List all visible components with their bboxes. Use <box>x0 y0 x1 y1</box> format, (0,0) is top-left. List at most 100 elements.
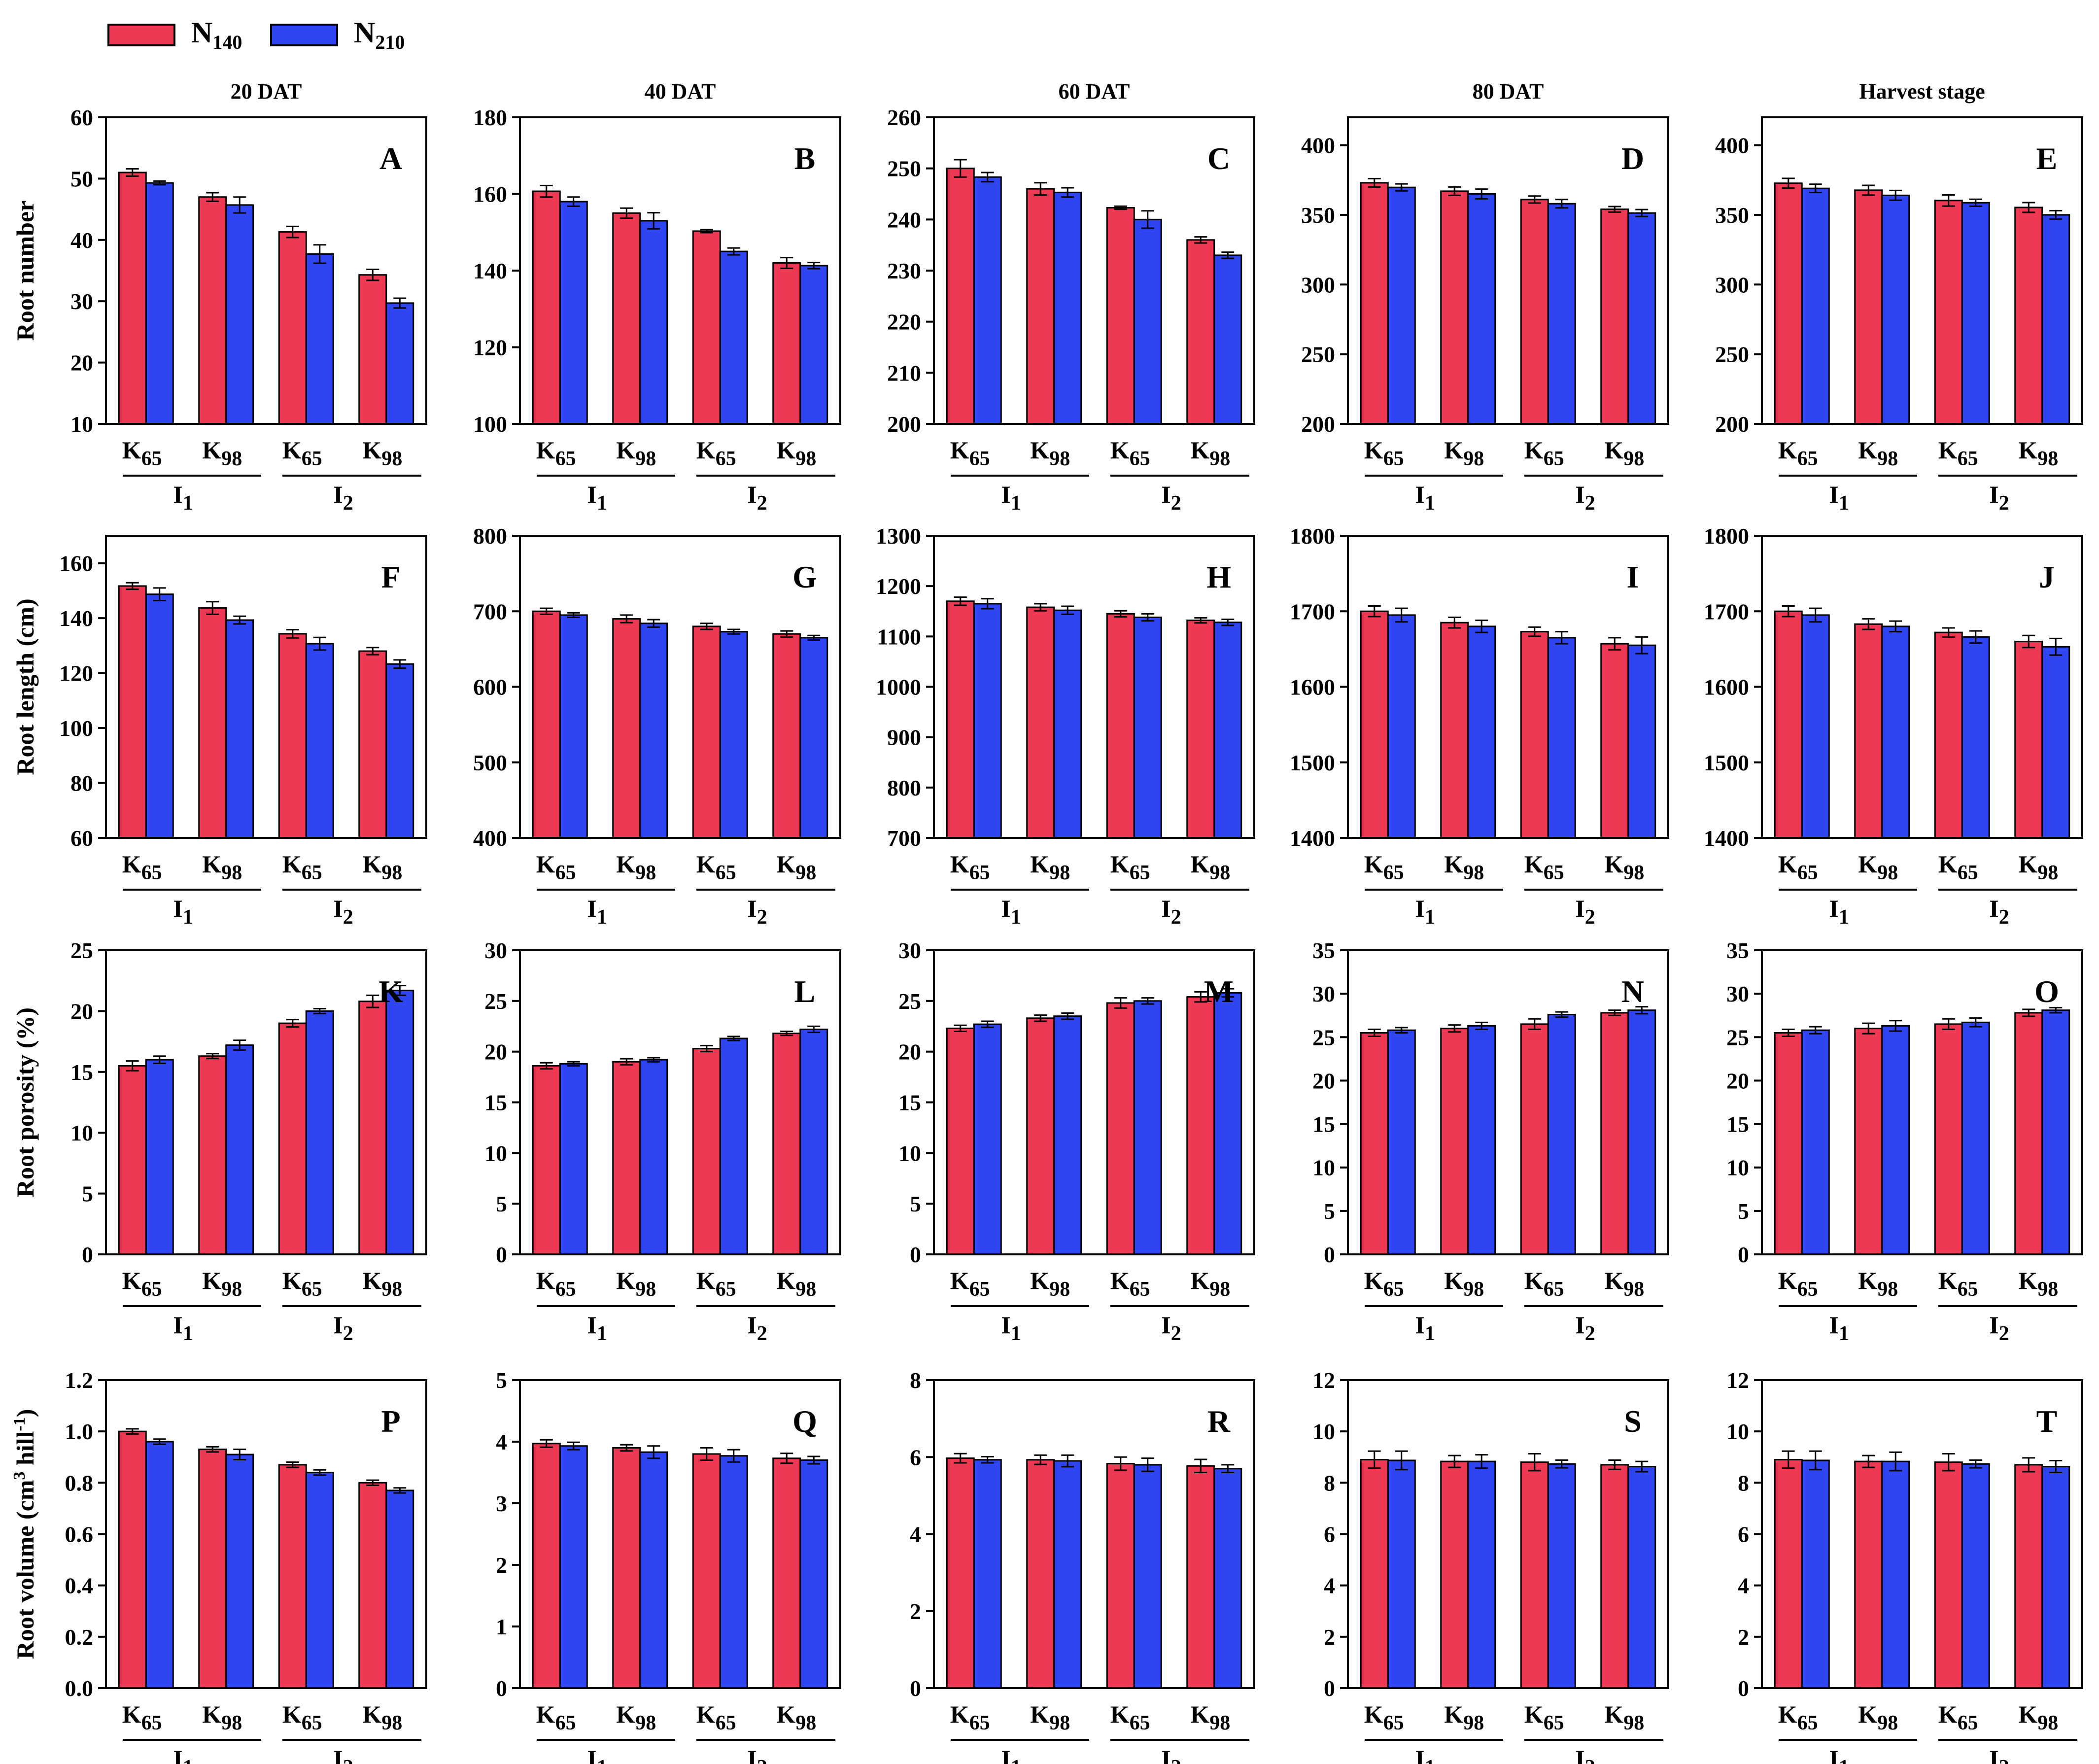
group-label: I2 <box>1161 895 1181 929</box>
bar-N210 <box>305 1010 334 1255</box>
group-label: I2 <box>1575 481 1595 515</box>
bar-N140 <box>1440 622 1469 839</box>
y-tick-label-part: 15 <box>484 1090 507 1115</box>
y-tick-label-part: 160 <box>59 551 93 576</box>
bar-N140 <box>692 1453 721 1689</box>
group-label: I1 <box>1415 481 1435 515</box>
bar-N210 <box>225 204 254 425</box>
bar-N210 <box>1801 1459 1830 1689</box>
group-label-part: I <box>173 1311 182 1339</box>
category-label-part: K <box>616 1267 635 1294</box>
group-label-part: 1 <box>183 1756 193 1764</box>
category-label-part: K <box>696 1700 716 1728</box>
y-tick-label-part: 15 <box>70 1060 93 1085</box>
panel-letter-part: J <box>2039 559 2055 594</box>
bar-N210 <box>719 631 748 839</box>
bar-N210 <box>145 1059 174 1255</box>
category-label-part: 65 <box>969 1278 990 1301</box>
bar-N140 <box>2014 641 2043 839</box>
category-label: K65 <box>950 1700 990 1734</box>
y-tick-label: 5 <box>910 1191 921 1216</box>
bar-N140 <box>1774 1032 1803 1255</box>
category-label-part: K <box>1604 850 1623 878</box>
group-label-part: I <box>1989 1311 1998 1339</box>
group-label-part: 2 <box>343 1322 353 1345</box>
category-label-part: 98 <box>381 1712 402 1734</box>
y-tick-label: 10 <box>1312 1419 1335 1444</box>
y-tick-label: 0 <box>1738 1242 1749 1267</box>
y-tick-label-part: 100 <box>59 716 93 741</box>
category-label-part: 98 <box>381 862 402 884</box>
category-label-part: K <box>536 1267 555 1294</box>
bar-N140 <box>1186 996 1215 1255</box>
y-tick-label-part: 800 <box>473 523 507 549</box>
bar-N210 <box>1053 191 1082 425</box>
category-label-part: K <box>776 1700 795 1728</box>
bar-N140 <box>1026 1459 1055 1689</box>
bar-N210 <box>2041 214 2070 425</box>
group-label-part: 2 <box>1999 906 2009 929</box>
bar-N210 <box>1881 1460 1910 1689</box>
bar-N140 <box>1774 1458 1803 1689</box>
bar-N210 <box>1387 186 1416 425</box>
y-tick-label-part: 10 <box>1726 1155 1749 1180</box>
category-label-part: K <box>776 1267 795 1294</box>
category-label-part: 98 <box>795 448 816 470</box>
y-tick-label-part: 1.2 <box>65 1368 94 1393</box>
bar-N210 <box>559 1063 588 1255</box>
bar-N210 <box>1467 1025 1496 1255</box>
y-tick-label: 1400 <box>1704 826 1749 851</box>
plot-frame <box>105 1379 427 1689</box>
bar-N210 <box>973 603 1002 839</box>
bar-N210 <box>559 201 588 425</box>
bar-N210 <box>1053 1015 1082 1255</box>
bar-N210 <box>973 1459 1002 1689</box>
group-label: I1 <box>1415 1311 1435 1345</box>
group-label: I2 <box>333 1311 353 1345</box>
group-label-part: I <box>1575 1311 1584 1339</box>
category-label-part: K <box>1524 436 1544 464</box>
bar-N140 <box>532 610 561 839</box>
group-label-part: 2 <box>1171 906 1181 929</box>
y-tick-label: 1100 <box>877 624 921 649</box>
bar-N210 <box>1467 193 1496 425</box>
y-tick-label-part: 1800 <box>1704 523 1749 549</box>
y-tick-label-part: 6 <box>1738 1522 1749 1547</box>
category-label-part: 98 <box>795 1712 816 1734</box>
bar-N140 <box>946 168 975 425</box>
y-tick-label-part: 0 <box>910 1676 921 1701</box>
y-tick-label: 1800 <box>1704 523 1749 549</box>
y-tick-label-part: 4 <box>1324 1573 1335 1598</box>
y-tick-label: 15 <box>484 1090 507 1115</box>
group-label: I1 <box>1415 1745 1435 1764</box>
y-tick-label: 120 <box>59 661 93 686</box>
panel-letter-part: S <box>1624 1404 1642 1439</box>
category-label: K65 <box>536 1267 576 1301</box>
y-tick-label: 250 <box>1301 342 1335 367</box>
category-label: K98 <box>1858 1700 1898 1734</box>
group-label-part: 1 <box>1425 1756 1435 1764</box>
bar-N140 <box>692 625 721 839</box>
panel-letter: A <box>379 141 402 176</box>
category-label-part: 98 <box>2037 1278 2058 1301</box>
y-tick-label: 2 <box>1738 1625 1749 1650</box>
panel-letter-part: O <box>2034 974 2059 1009</box>
group-label-part: I <box>587 1311 596 1339</box>
category-label: K65 <box>122 1267 162 1301</box>
y-tick-label-part: 25 <box>70 938 93 963</box>
category-label: K98 <box>2018 1267 2058 1301</box>
y-tick-label-part: 900 <box>887 725 921 750</box>
bar-N140 <box>358 650 387 839</box>
bar-N210 <box>1627 644 1656 839</box>
group-label: I1 <box>1829 1745 1849 1764</box>
panel-letter: T <box>2036 1404 2058 1439</box>
y-tick-label-part: 8 <box>1738 1470 1749 1495</box>
bar-N140 <box>612 1447 641 1689</box>
bar-N140 <box>1774 182 1803 425</box>
category-label-part: 98 <box>1623 1712 1644 1734</box>
category-label-part: K <box>1938 1267 1958 1294</box>
y-tick-label: 8 <box>1738 1470 1749 1495</box>
bar-N210 <box>2041 1466 2070 1689</box>
